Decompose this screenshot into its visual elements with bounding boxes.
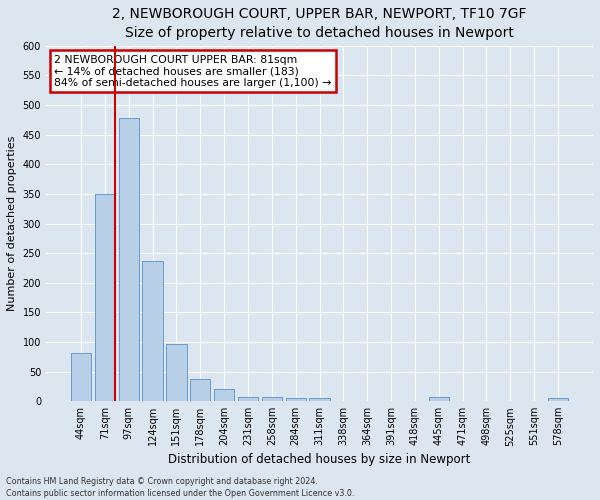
Bar (548, 398, 568, 401)
Bar (119, 118, 139, 401)
Bar (428, 397, 449, 401)
Bar (142, 262, 163, 401)
Bar (286, 398, 306, 401)
Bar (262, 396, 282, 401)
Text: Contains HM Land Registry data © Crown copyright and database right 2024.
Contai: Contains HM Land Registry data © Crown c… (6, 476, 355, 498)
Bar (190, 378, 211, 401)
Title: 2, NEWBOROUGH COURT, UPPER BAR, NEWPORT, TF10 7GF
Size of property relative to d: 2, NEWBOROUGH COURT, UPPER BAR, NEWPORT,… (112, 7, 527, 40)
Bar (166, 344, 187, 401)
Bar (95, 194, 115, 401)
Text: 2 NEWBOROUGH COURT UPPER BAR: 81sqm
← 14% of detached houses are smaller (183)
8: 2 NEWBOROUGH COURT UPPER BAR: 81sqm ← 14… (54, 54, 332, 88)
Y-axis label: Number of detached properties: Number of detached properties (7, 136, 17, 311)
X-axis label: Distribution of detached houses by size in Newport: Distribution of detached houses by size … (169, 452, 471, 466)
Bar (238, 396, 258, 401)
Bar (310, 398, 329, 401)
Bar (71, 352, 91, 401)
Bar (214, 390, 234, 401)
